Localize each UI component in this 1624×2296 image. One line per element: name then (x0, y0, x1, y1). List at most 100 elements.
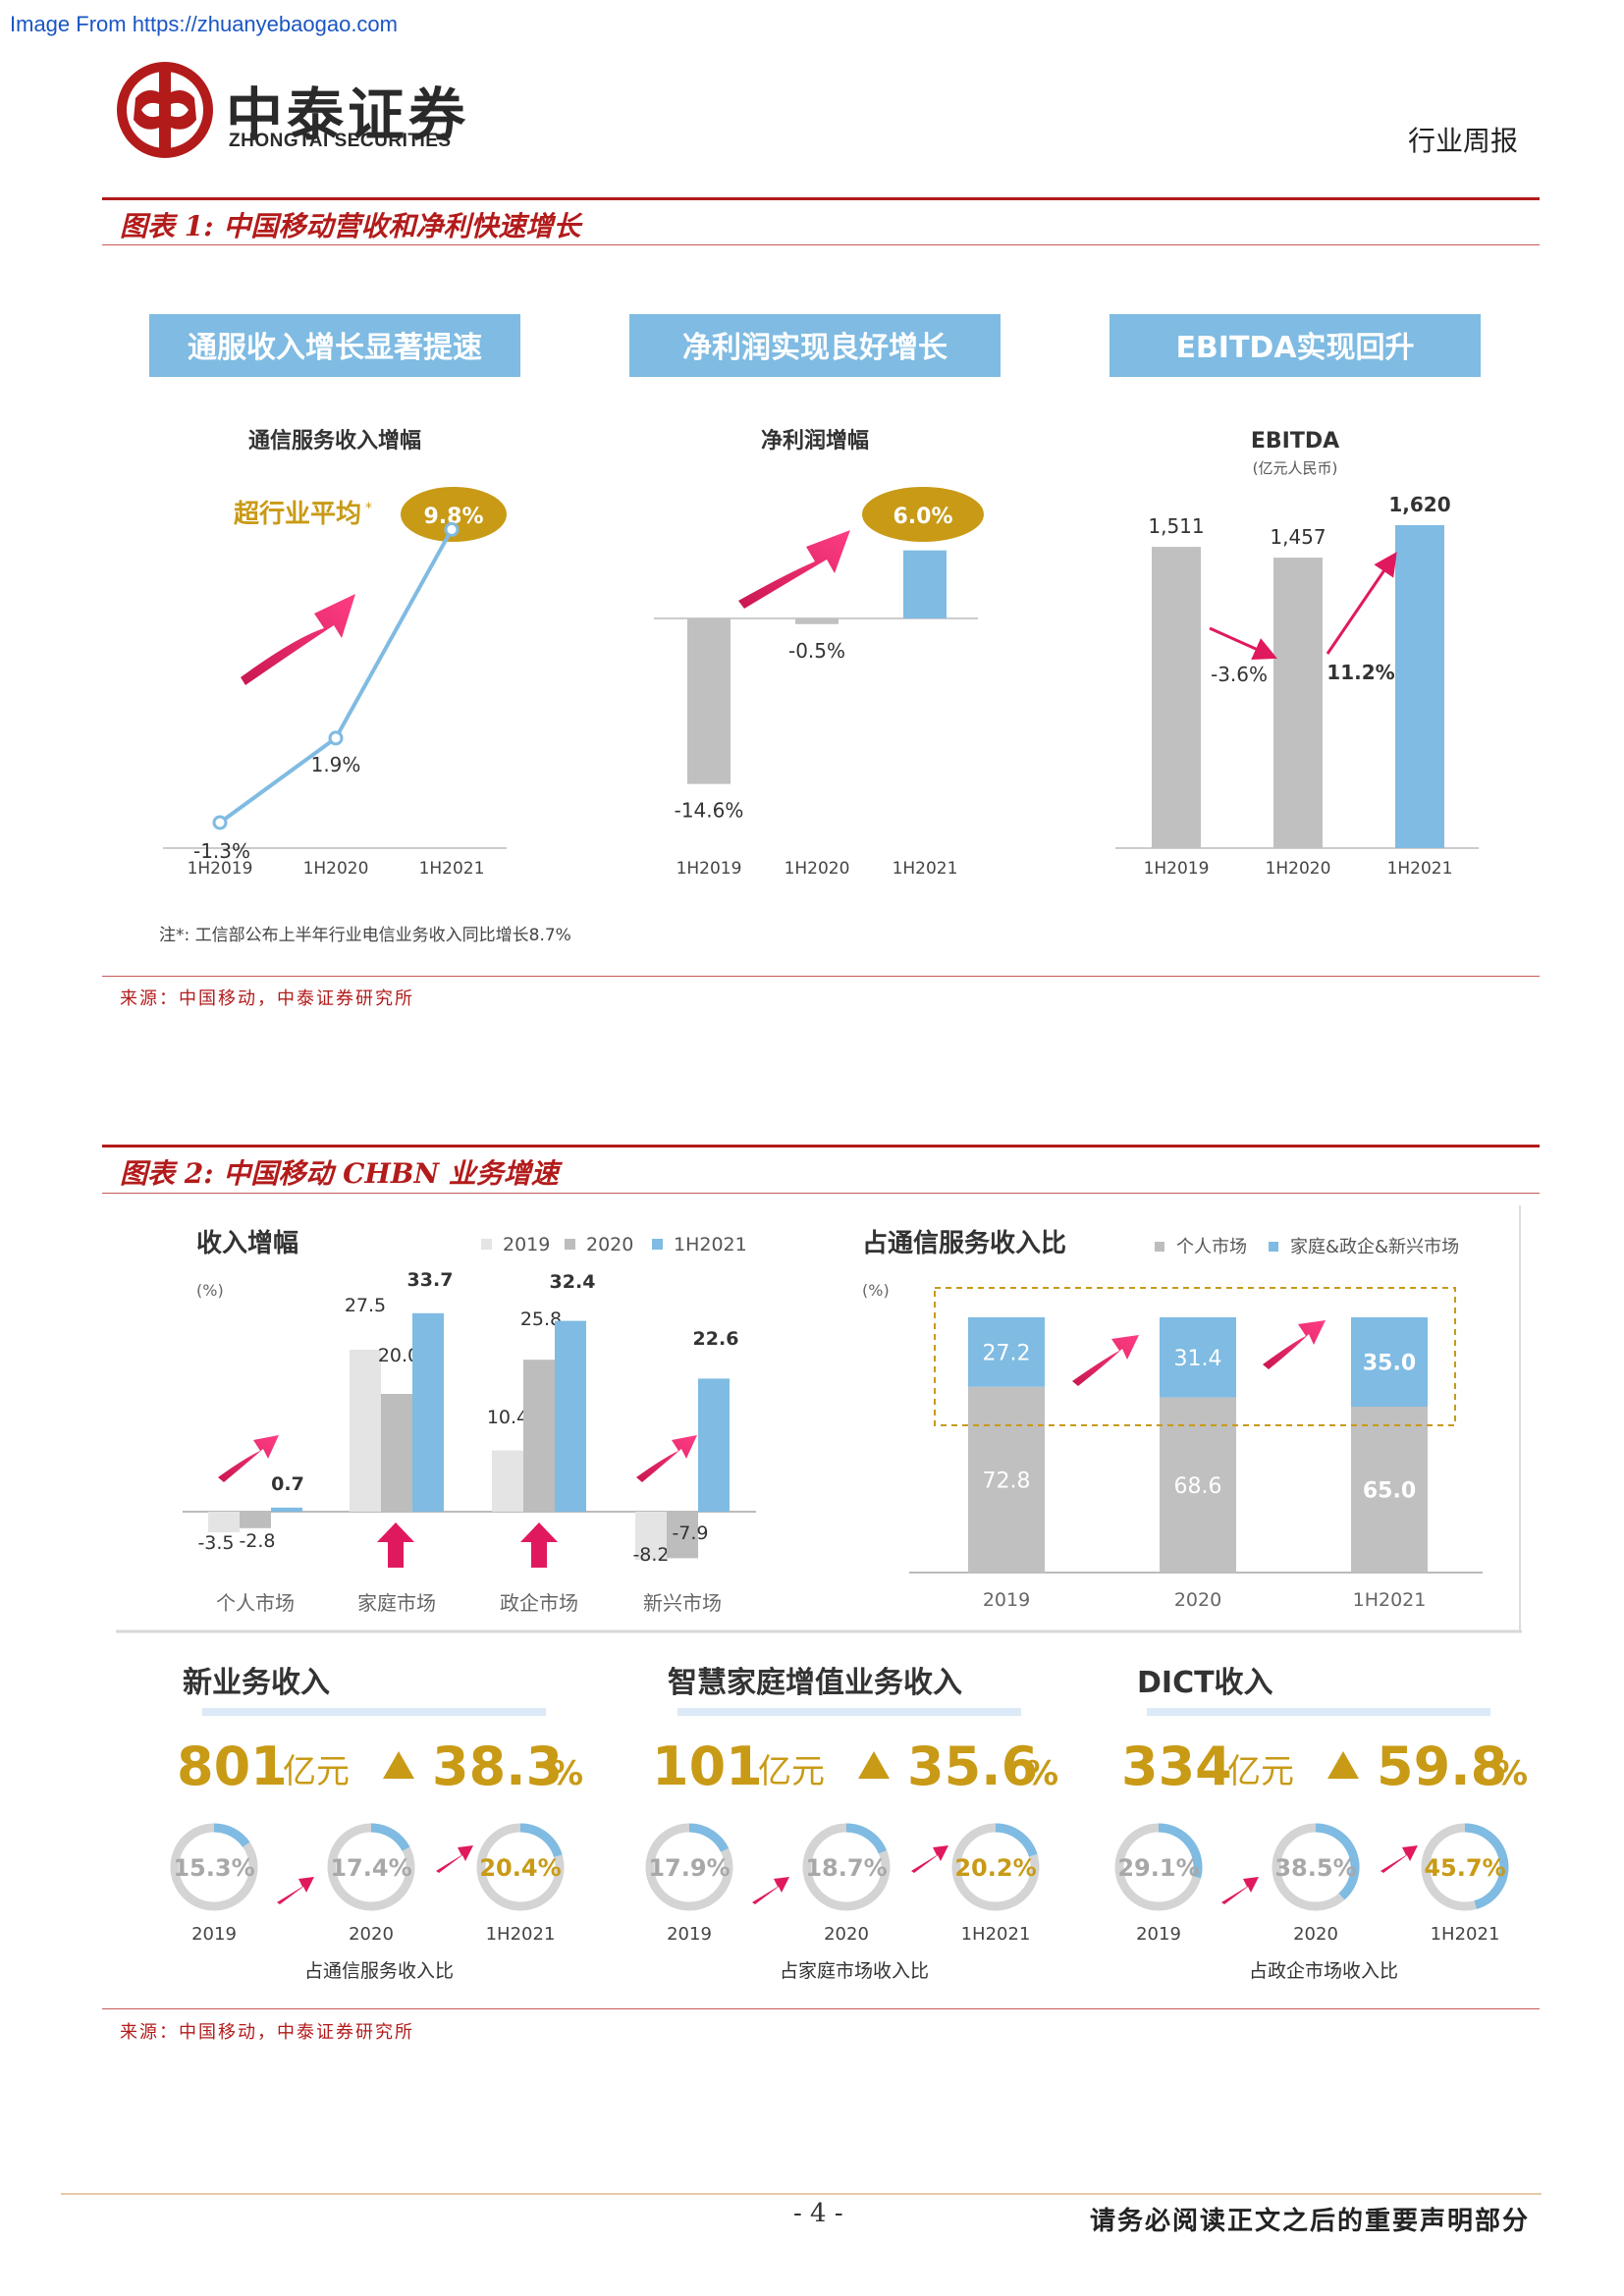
chart5-data-label-other: 35.0 (1363, 1352, 1416, 1376)
kpi-value: 101 (652, 1735, 763, 1797)
kpi-underline (1147, 1708, 1490, 1716)
chart2-highlight-label: 6.0% (893, 505, 952, 529)
chart5-tick-label: 2020 (1174, 1589, 1221, 1611)
chart1-title: 通信服务收入增幅 (248, 428, 421, 454)
brand-name-en: ZHONGTAI SECURITIES (229, 131, 452, 151)
chart3-bar (1395, 524, 1444, 848)
figure1-title: 图表 1: 中国移动营收和净利快速增长 (120, 210, 581, 242)
chart4-data-label: 10.4 (487, 1407, 528, 1428)
kpi-ring: 38.5% 2020 (1272, 1823, 1360, 1945)
chart5-tick-label: 1H2021 (1353, 1589, 1427, 1611)
chart-net-profit-growth: 净利润增幅 6.0% -14.6% 1H2019 -0.5% 1H2020 1H2021 (654, 428, 984, 879)
chart5-data-label-other: 27.2 (983, 1341, 1031, 1365)
chart5-bar-personal (1351, 1407, 1428, 1573)
kpi-title: DICT收入 (1137, 1666, 1273, 1700)
chart4-bar (555, 1320, 586, 1512)
chart4-bar (635, 1512, 667, 1561)
chart5-bar-personal (968, 1386, 1045, 1573)
figure2-title-rule (102, 1193, 1540, 1194)
kpi-ring-year: 2020 (349, 1924, 394, 1945)
kpi-ring: 17.4% 2020 (327, 1823, 415, 1945)
chart2-bar (903, 550, 947, 618)
kpi-ring-fill (995, 1823, 1038, 1857)
chart5-legend-other: 家庭&政企&新兴市场 (1290, 1237, 1459, 1257)
kpi-ring-label: 17.9% (648, 1854, 730, 1882)
chart4-tick-label: 政企市场 (500, 1591, 578, 1615)
chart2-tick-label: 1H2021 (893, 859, 958, 879)
chart4-tick-label: 个人市场 (216, 1591, 295, 1615)
chart4-tick-label: 新兴市场 (643, 1591, 722, 1615)
chart2-trend-arrow-icon (738, 530, 850, 609)
kpi-ring-fill (1464, 1823, 1509, 1909)
report-type: 行业周报 (1407, 125, 1518, 157)
kpi-growth-pct: % (550, 1754, 583, 1793)
chart1-data-label: -1.3% (193, 839, 250, 863)
figure1-source: 来源：中国移动，中泰证券研究所 (120, 988, 414, 1009)
banner-text-3: EBITDA实现回升 (1175, 331, 1414, 365)
kpi-value: 334 (1121, 1735, 1232, 1797)
kpi-ring: 18.7% 2020 (802, 1823, 891, 1945)
chart4-bar (698, 1378, 730, 1512)
footer-disclaimer: 请务必阅读正文之后的重要声明部分 (1089, 2207, 1530, 2236)
kpi-ring-year: 1H2021 (1431, 1924, 1500, 1945)
kpi-ring-year: 2019 (191, 1924, 237, 1945)
kpi-ring-fill (845, 1823, 888, 1854)
figure1-note: 注*: 工信部公布上半年行业电信业务收入同比增长8.7% (159, 926, 571, 945)
watermark-text: Image From https://zhuanyebaogao.com (10, 12, 398, 36)
kpi-ring-label: 15.3% (173, 1854, 254, 1882)
chart3-tick-label: 1H2020 (1266, 859, 1331, 879)
chart3-data-label: 1,457 (1270, 525, 1326, 549)
figure2-source-rule (102, 2008, 1540, 2009)
chart5-bar-other (1160, 1317, 1236, 1398)
kpi-ring-year: 1H2021 (486, 1924, 556, 1945)
chart4-ylabel: (%) (196, 1281, 224, 1300)
kpi-trend-arrow-icon (1221, 1877, 1259, 1904)
chart1-point (444, 521, 460, 537)
kpi-ring: 29.1% 2019 (1114, 1823, 1203, 1945)
chart2-tick-label: 1H2020 (785, 859, 850, 879)
kpi-unit: 亿元 (1227, 1752, 1294, 1791)
chart4-title: 收入增幅 (196, 1228, 298, 1258)
chart5-arrow-1-icon (1072, 1335, 1139, 1386)
chart5-bar-personal (1160, 1397, 1236, 1573)
chart4-legend-2019: 2019 (503, 1234, 550, 1255)
kpi-trend-arrow-icon (911, 1845, 948, 1873)
chart4-data-label: -7.9 (672, 1522, 708, 1544)
chart4-data-label: 33.7 (407, 1269, 454, 1291)
kpi-growth-pct: % (1025, 1754, 1058, 1793)
chart3-data-label: 1,620 (1388, 493, 1450, 516)
chart5-legend-swatch-other (1269, 1242, 1278, 1252)
chart5-tick-label: 2019 (983, 1589, 1030, 1611)
kpi-ring-label: 18.7% (805, 1854, 887, 1882)
chart1-point (212, 815, 228, 830)
kpi-trend-arrow-icon (277, 1877, 314, 1904)
chart5-data-label-personal: 72.8 (983, 1468, 1031, 1493)
chart1-annotation-mark: * (365, 501, 372, 516)
chart5-arrow-2-icon (1263, 1320, 1326, 1369)
kpi-ring: 20.4% 1H2021 (476, 1823, 565, 1945)
chart5-legend-swatch-personal (1155, 1242, 1164, 1252)
kpi-title: 新业务收入 (183, 1666, 330, 1700)
chart4-legend-1h2021: 1H2021 (674, 1234, 747, 1255)
kpi-ring-fill (370, 1823, 410, 1851)
chart-ebitda: EBITDA (亿元人民币) 1,511 1H2019 1,457 1H2020 1,6… (1115, 429, 1479, 879)
kpi-growth: 35.6 (907, 1735, 1038, 1797)
kpi-ring-year: 2019 (1136, 1924, 1181, 1945)
kpi-underline (202, 1708, 546, 1716)
chart5-data-label-other: 31.4 (1174, 1347, 1222, 1371)
chart4-data-label: 20.0 (378, 1345, 419, 1366)
chart4-data-label: 25.8 (520, 1308, 562, 1330)
chart5-bar-other (968, 1317, 1045, 1387)
chart2-bar (687, 618, 731, 784)
chart3-growth-arrow-icon (1326, 552, 1397, 655)
chart1-tick-label: 1H2020 (303, 859, 369, 879)
chart4-bar (240, 1512, 271, 1528)
kpi-ring: 15.3% 2019 (170, 1823, 258, 1945)
chart3-growth-label-2: 11.2% (1326, 661, 1394, 684)
kpi-ring-fill (1315, 1823, 1360, 1900)
chart1-trend-arrow-icon (241, 594, 355, 685)
chart4-emerging-arrow-icon (636, 1435, 697, 1482)
chart4-legend-swatch-2019 (481, 1239, 492, 1250)
